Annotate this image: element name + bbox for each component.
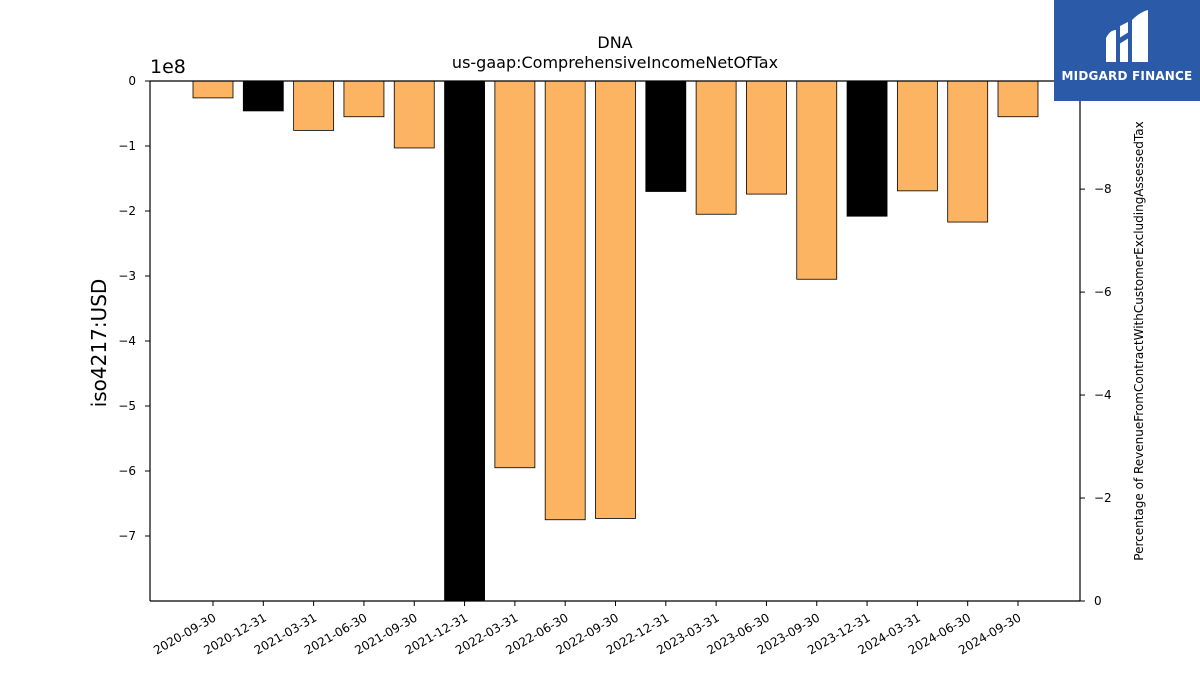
y2-tick-label: −4 bbox=[1094, 388, 1112, 402]
y-tick-label: −1 bbox=[118, 139, 136, 153]
y2-tick-label: −2 bbox=[1094, 491, 1112, 505]
bar-2021-12-31 bbox=[444, 80, 485, 602]
bar-2024-03-31 bbox=[896, 80, 938, 192]
logo-text: MIDGARD FINANCE bbox=[1061, 69, 1193, 83]
logo-mark-icon bbox=[1106, 10, 1148, 62]
y-tick-label: 0 bbox=[128, 74, 136, 88]
bar-2021-09-30 bbox=[393, 80, 435, 149]
y-tick-label: −7 bbox=[118, 529, 136, 543]
bar-2024-06-30 bbox=[947, 80, 989, 223]
y-scale-label: 1e8 bbox=[150, 56, 186, 78]
y-tick-label: −3 bbox=[118, 269, 136, 283]
y-tick-label: −4 bbox=[118, 334, 136, 348]
bar-2021-06-30 bbox=[343, 80, 385, 118]
secondary-y-axis-label: Percentage of RevenueFromContractWithCus… bbox=[1132, 121, 1146, 561]
bar-2023-09-30 bbox=[796, 80, 838, 280]
bar-2023-06-30 bbox=[746, 80, 787, 195]
bar-2023-12-31 bbox=[846, 80, 888, 217]
bar-2024-09-30 bbox=[997, 80, 1039, 118]
midgard-finance-logo: MIDGARD FINANCE bbox=[1054, 0, 1200, 101]
bar-2022-06-30 bbox=[544, 80, 586, 521]
bar-2020-09-30 bbox=[192, 80, 234, 99]
y-axis-label: iso4217:USD bbox=[87, 278, 111, 408]
y2-tick-label: −8 bbox=[1094, 182, 1112, 196]
bar-2023-03-31 bbox=[695, 80, 737, 215]
chart-subtitle: us-gaap:ComprehensiveIncomeNetOfTax bbox=[451, 53, 779, 72]
bar-2022-03-31 bbox=[494, 80, 536, 469]
y-tick-label: −5 bbox=[118, 399, 136, 413]
bar-2020-12-31 bbox=[242, 80, 284, 112]
bar-2022-12-31 bbox=[645, 80, 687, 192]
bar-2022-09-30 bbox=[595, 80, 636, 519]
y2-tick-label: −6 bbox=[1094, 285, 1112, 299]
y-tick-label: −6 bbox=[118, 464, 136, 478]
chart-title: DNA bbox=[597, 33, 633, 52]
y2-tick-label: 0 bbox=[1094, 594, 1102, 608]
bar-2021-03-31 bbox=[293, 80, 335, 131]
y-tick-label: −2 bbox=[118, 204, 136, 218]
